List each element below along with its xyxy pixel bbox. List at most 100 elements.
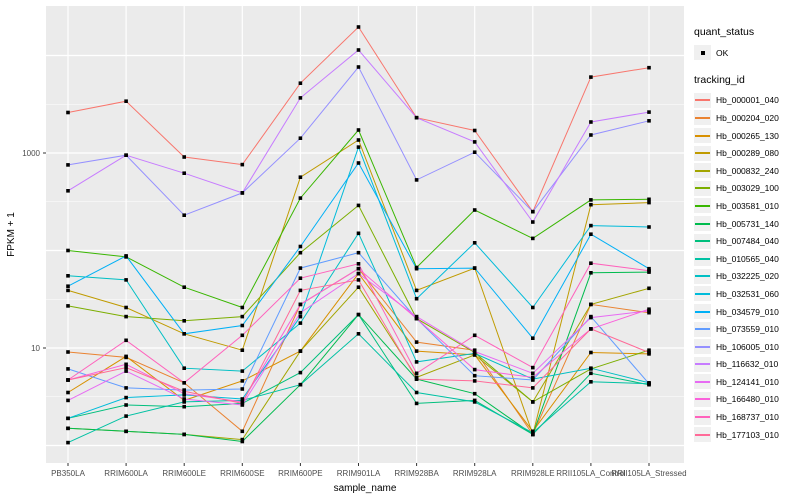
data-point: [240, 429, 245, 434]
x-axis-tick-label: RRIM928LE: [511, 469, 555, 478]
legend-swatch: [694, 356, 711, 372]
data-point: [472, 266, 477, 270]
legend-label: Hb_003029_100: [716, 183, 779, 194]
data-point: [182, 397, 186, 401]
data-point: [531, 209, 535, 214]
legend-quant-status: quant_status OK: [694, 26, 800, 62]
legend-swatch: [694, 339, 711, 355]
y-axis-tick-label: 10: [31, 344, 40, 353]
data-point: [240, 397, 245, 401]
data-point: [589, 327, 593, 331]
legend-entry-Hb_010565_040: Hb_010565_040: [694, 250, 800, 268]
data-point: [589, 315, 593, 320]
data-point: [414, 314, 419, 319]
legend-label: Hb_177103_010: [716, 429, 779, 440]
data-point: [414, 316, 419, 321]
panel-background: [46, 6, 684, 463]
data-point: [531, 386, 535, 390]
legend-label: Hb_034579_010: [716, 306, 779, 317]
legend-key-ok: [694, 45, 711, 61]
data-point: [298, 370, 303, 375]
data-point: [531, 305, 535, 310]
legend-swatch: [694, 427, 711, 443]
data-point: [589, 350, 593, 355]
data-point: [298, 266, 303, 270]
data-point: [66, 416, 70, 421]
data-point: [414, 340, 419, 344]
legend-entry-Hb_106005_010: Hb_106005_010: [694, 338, 800, 356]
data-point: [240, 314, 245, 319]
swatch-line-icon: [695, 152, 710, 155]
data-point: [531, 236, 535, 241]
data-point: [356, 262, 361, 266]
data-point: [298, 81, 303, 85]
legend-swatch: [694, 286, 711, 302]
legend-swatch: [694, 163, 711, 179]
legend-label: Hb_124141_010: [716, 376, 779, 387]
data-point: [589, 302, 593, 307]
swatch-line-icon: [695, 380, 710, 383]
data-point: [589, 371, 593, 376]
data-point: [356, 278, 361, 282]
legend-entry-Hb_032225_020: Hb_032225_020: [694, 268, 800, 286]
legend-entry-Hb_034579_010: Hb_034579_010: [694, 303, 800, 321]
data-point: [124, 414, 128, 418]
legend-swatch: [694, 145, 711, 161]
swatch-line-icon: [695, 433, 710, 436]
legend-label: Hb_005731_140: [716, 218, 779, 229]
data-point: [472, 379, 477, 383]
data-point: [66, 350, 70, 354]
data-point: [647, 200, 651, 205]
data-point: [472, 367, 477, 372]
data-point: [240, 439, 245, 444]
data-point: [240, 437, 245, 442]
legend-entry-Hb_124141_010: Hb_124141_010: [694, 373, 800, 391]
swatch-line-icon: [695, 257, 710, 260]
data-point: [182, 432, 186, 437]
data-point: [647, 266, 651, 271]
data-point: [66, 284, 70, 288]
data-point: [182, 366, 186, 370]
data-point: [356, 250, 361, 255]
data-point: [472, 140, 477, 144]
swatch-line-icon: [695, 99, 710, 102]
data-point: [124, 403, 128, 407]
data-point: [298, 96, 303, 100]
legend-label-ok: OK: [716, 47, 729, 58]
data-point: [66, 288, 70, 293]
data-point: [589, 366, 593, 370]
data-point: [298, 310, 303, 315]
data-point: [414, 178, 419, 182]
legend-label: Hb_166480_010: [716, 394, 779, 405]
data-point: [647, 225, 651, 229]
data-point: [124, 153, 128, 157]
data-point: [531, 371, 535, 376]
data-point: [124, 362, 128, 367]
swatch-line-icon: [695, 204, 710, 207]
data-point: [589, 223, 593, 228]
data-point: [298, 321, 303, 325]
data-point: [356, 161, 361, 165]
data-point: [66, 426, 70, 431]
legend-label: Hb_003581_010: [716, 200, 779, 211]
x-axis-tick-label: RRIM600PE: [278, 469, 322, 478]
data-point: [240, 387, 245, 391]
swatch-line-icon: [695, 363, 710, 366]
data-point: [589, 133, 593, 137]
data-point: [124, 365, 128, 370]
data-point: [531, 378, 535, 382]
legend-tracking-id: tracking_id Hb_000001_040 Hb_000204_020 Hb…: [694, 74, 800, 444]
data-point: [66, 304, 70, 308]
data-point: [472, 150, 477, 154]
legend: quant_status OK tracking_id Hb_000001_04…: [694, 26, 800, 455]
data-point: [298, 349, 303, 353]
data-point: [66, 378, 70, 382]
legend-swatch: [694, 321, 711, 337]
data-point: [124, 99, 128, 103]
data-point: [472, 351, 477, 356]
legend-swatch: [694, 391, 711, 407]
swatch-line-icon: [695, 275, 710, 278]
legend-entry-Hb_177103_010: Hb_177103_010: [694, 426, 800, 444]
data-point: [66, 248, 70, 253]
